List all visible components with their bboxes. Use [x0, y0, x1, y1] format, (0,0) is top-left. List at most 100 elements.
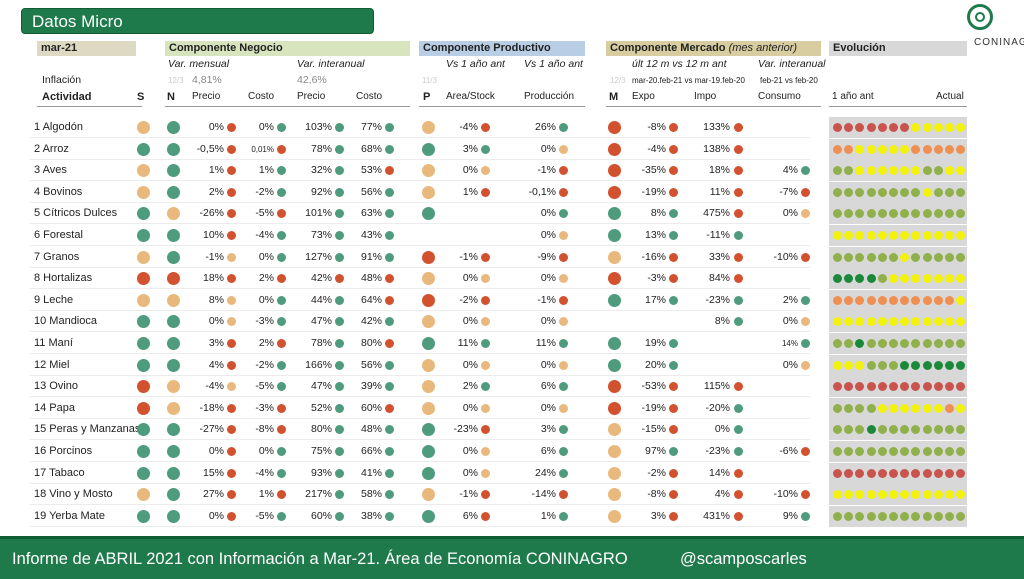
costo-value: -3% — [255, 401, 274, 414]
evolution-dot — [900, 166, 910, 176]
m-indicator — [608, 293, 621, 307]
n-indicator — [167, 142, 180, 156]
n-indicator — [167, 358, 180, 372]
evolution-dot — [911, 447, 921, 456]
m-indicator — [608, 509, 621, 523]
s-indicator — [137, 315, 150, 329]
costo-value: 0% — [258, 293, 274, 306]
costo-indicator — [277, 490, 286, 500]
consumo-value: -10% — [773, 488, 798, 501]
evolution-dot — [933, 252, 943, 262]
precio-value: 0% — [208, 509, 224, 522]
evolution-dot — [866, 360, 876, 370]
evolution-dot — [945, 425, 954, 435]
costo-value: 2% — [258, 337, 274, 349]
col-area-stock: Area/Stock — [446, 91, 495, 102]
precio-indicator — [227, 123, 236, 132]
row-divider — [30, 396, 810, 398]
precio-indicator — [227, 231, 236, 240]
expo-indicator — [669, 447, 678, 456]
evolution-dot — [956, 144, 966, 154]
costo-value: -3% — [255, 315, 274, 328]
precio2-indicator — [335, 295, 344, 305]
evolution-dot — [855, 274, 865, 284]
evolution-dot — [833, 339, 842, 348]
n-indicator — [167, 488, 180, 502]
evolution-dot — [956, 274, 966, 284]
prod-indicator — [559, 295, 568, 305]
m-indicator — [608, 272, 621, 286]
evolution-dot — [877, 425, 887, 435]
m-indicator — [608, 142, 621, 156]
prod-value: 3% — [540, 423, 556, 436]
expo-indicator — [669, 123, 678, 132]
impo-indicator — [734, 123, 743, 132]
evolution-dot — [922, 511, 932, 521]
area-indicator — [481, 252, 490, 262]
prod-indicator — [559, 123, 568, 132]
n-indicator — [167, 250, 180, 264]
precio2-value: 42% — [310, 272, 332, 285]
col-expo: Expo — [632, 91, 655, 102]
costo2-indicator — [385, 166, 394, 176]
costo-value: -5% — [255, 380, 274, 393]
col-consumo: Consumo — [758, 91, 801, 102]
activity-name: 5 Cítricos Dulces — [34, 207, 118, 220]
row-divider — [30, 353, 810, 354]
consumo-value: 14% — [781, 339, 798, 348]
evolution-dot — [922, 468, 932, 478]
row-divider — [30, 137, 810, 138]
area-indicator — [481, 511, 490, 521]
p-indicator — [422, 423, 435, 437]
evolution-dot — [900, 468, 910, 478]
precio-value: 0% — [208, 121, 224, 133]
m-indicator — [608, 401, 621, 415]
evolution-dot — [900, 490, 910, 500]
consumo-value: 9% — [782, 509, 798, 522]
expo-indicator — [669, 295, 678, 305]
prod-value: -0,1% — [528, 185, 556, 198]
activity-name: 9 Leche — [34, 293, 74, 306]
evolution-dot — [889, 360, 898, 370]
table-row: 15 Peras y Manzanas -27% -8% 80% 48% -23% 3% -1… — [0, 419, 1024, 441]
evolution-dot — [844, 274, 854, 284]
costo2-value: 48% — [360, 423, 382, 436]
m-indicator — [608, 466, 621, 480]
expo-indicator — [669, 339, 678, 348]
evolution-dot — [889, 447, 898, 456]
impo-value: 4% — [714, 488, 730, 501]
p-indicator — [422, 121, 435, 134]
impo-indicator — [734, 447, 743, 456]
prod-indicator — [559, 166, 568, 176]
activity-name: 19 Yerba Mate — [34, 509, 105, 522]
consumo-value: 0% — [782, 207, 798, 220]
evolution-dot — [855, 339, 865, 348]
evolution-dot — [900, 231, 910, 240]
evolution-dot — [855, 252, 865, 262]
col-actividad: Actividad — [42, 91, 92, 103]
impo-value: 33% — [708, 250, 730, 263]
m-indicator — [608, 164, 621, 178]
evolution-dot — [900, 339, 910, 348]
precio2-indicator — [335, 382, 344, 392]
impo-value: -23% — [705, 293, 730, 306]
evolution-dot — [956, 468, 966, 478]
activity-name: 1 Algodón — [34, 121, 83, 133]
row-divider — [30, 417, 810, 419]
evolution-dot — [956, 425, 966, 435]
consumo-indicator — [801, 447, 810, 456]
evolution-dot — [889, 252, 898, 262]
evolution-strip — [829, 462, 967, 484]
evolution-dot — [855, 468, 865, 478]
costo2-value: 63% — [360, 207, 382, 220]
precio2-indicator — [335, 274, 344, 284]
evolution-dot — [877, 252, 887, 262]
evolution-dot — [956, 339, 966, 348]
evolution-dot — [833, 209, 842, 219]
evolution-dot — [877, 339, 887, 348]
expo-indicator — [669, 382, 678, 392]
expo-indicator — [669, 187, 678, 197]
n-indicator — [167, 380, 180, 394]
prod-indicator — [559, 403, 568, 413]
precio2-value: 78% — [310, 142, 332, 155]
